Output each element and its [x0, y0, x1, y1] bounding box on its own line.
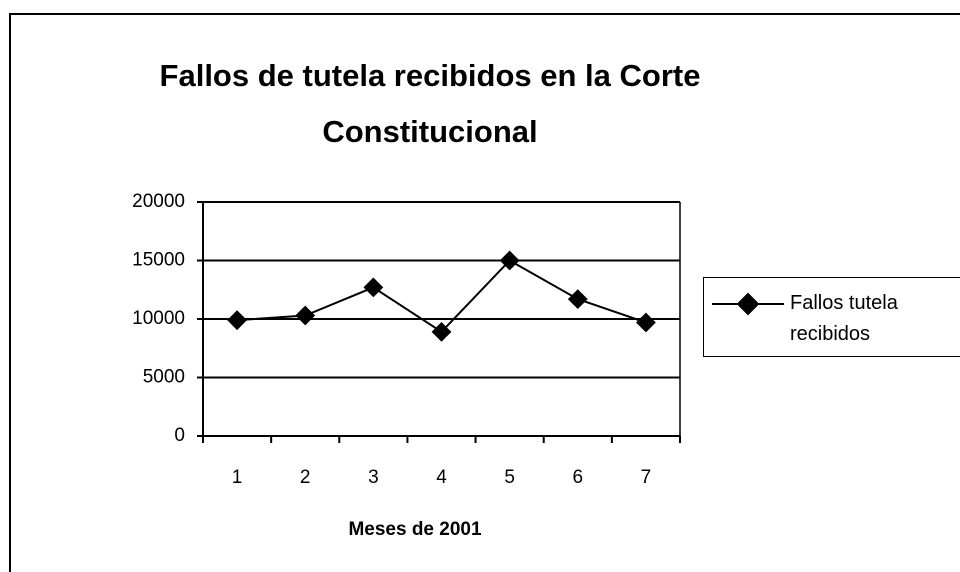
x-axis-label: Meses de 2001 [348, 519, 482, 540]
y-tick-label: 15000 [132, 250, 185, 271]
x-tick-label: 7 [641, 467, 652, 488]
data-point [431, 321, 452, 342]
y-tick-label: 5000 [143, 367, 185, 388]
data-point [227, 310, 247, 331]
legend: Fallos tutela recibidos [703, 277, 960, 357]
x-tick-label: 6 [572, 467, 583, 488]
data-point [567, 289, 588, 310]
data-point [363, 277, 384, 298]
x-tick-label: 1 [232, 467, 243, 488]
y-tick-label: 0 [174, 425, 185, 446]
chart-border [9, 13, 960, 572]
legend-marker [736, 292, 760, 316]
data-point [636, 312, 656, 333]
x-tick-label: 5 [504, 467, 515, 488]
y-tick-label: 20000 [132, 191, 185, 212]
data-point [499, 250, 520, 271]
y-tick-label: 10000 [132, 308, 185, 329]
data-point [295, 305, 316, 326]
x-tick-label: 4 [436, 467, 447, 488]
legend-label: Fallos tutela recibidos [790, 292, 898, 345]
x-tick-label: 3 [368, 467, 379, 488]
chart-title: Fallos de tutela recibidos en la Corte C… [159, 58, 701, 149]
legend-symbol [712, 292, 784, 316]
x-tick-label: 2 [300, 467, 311, 488]
